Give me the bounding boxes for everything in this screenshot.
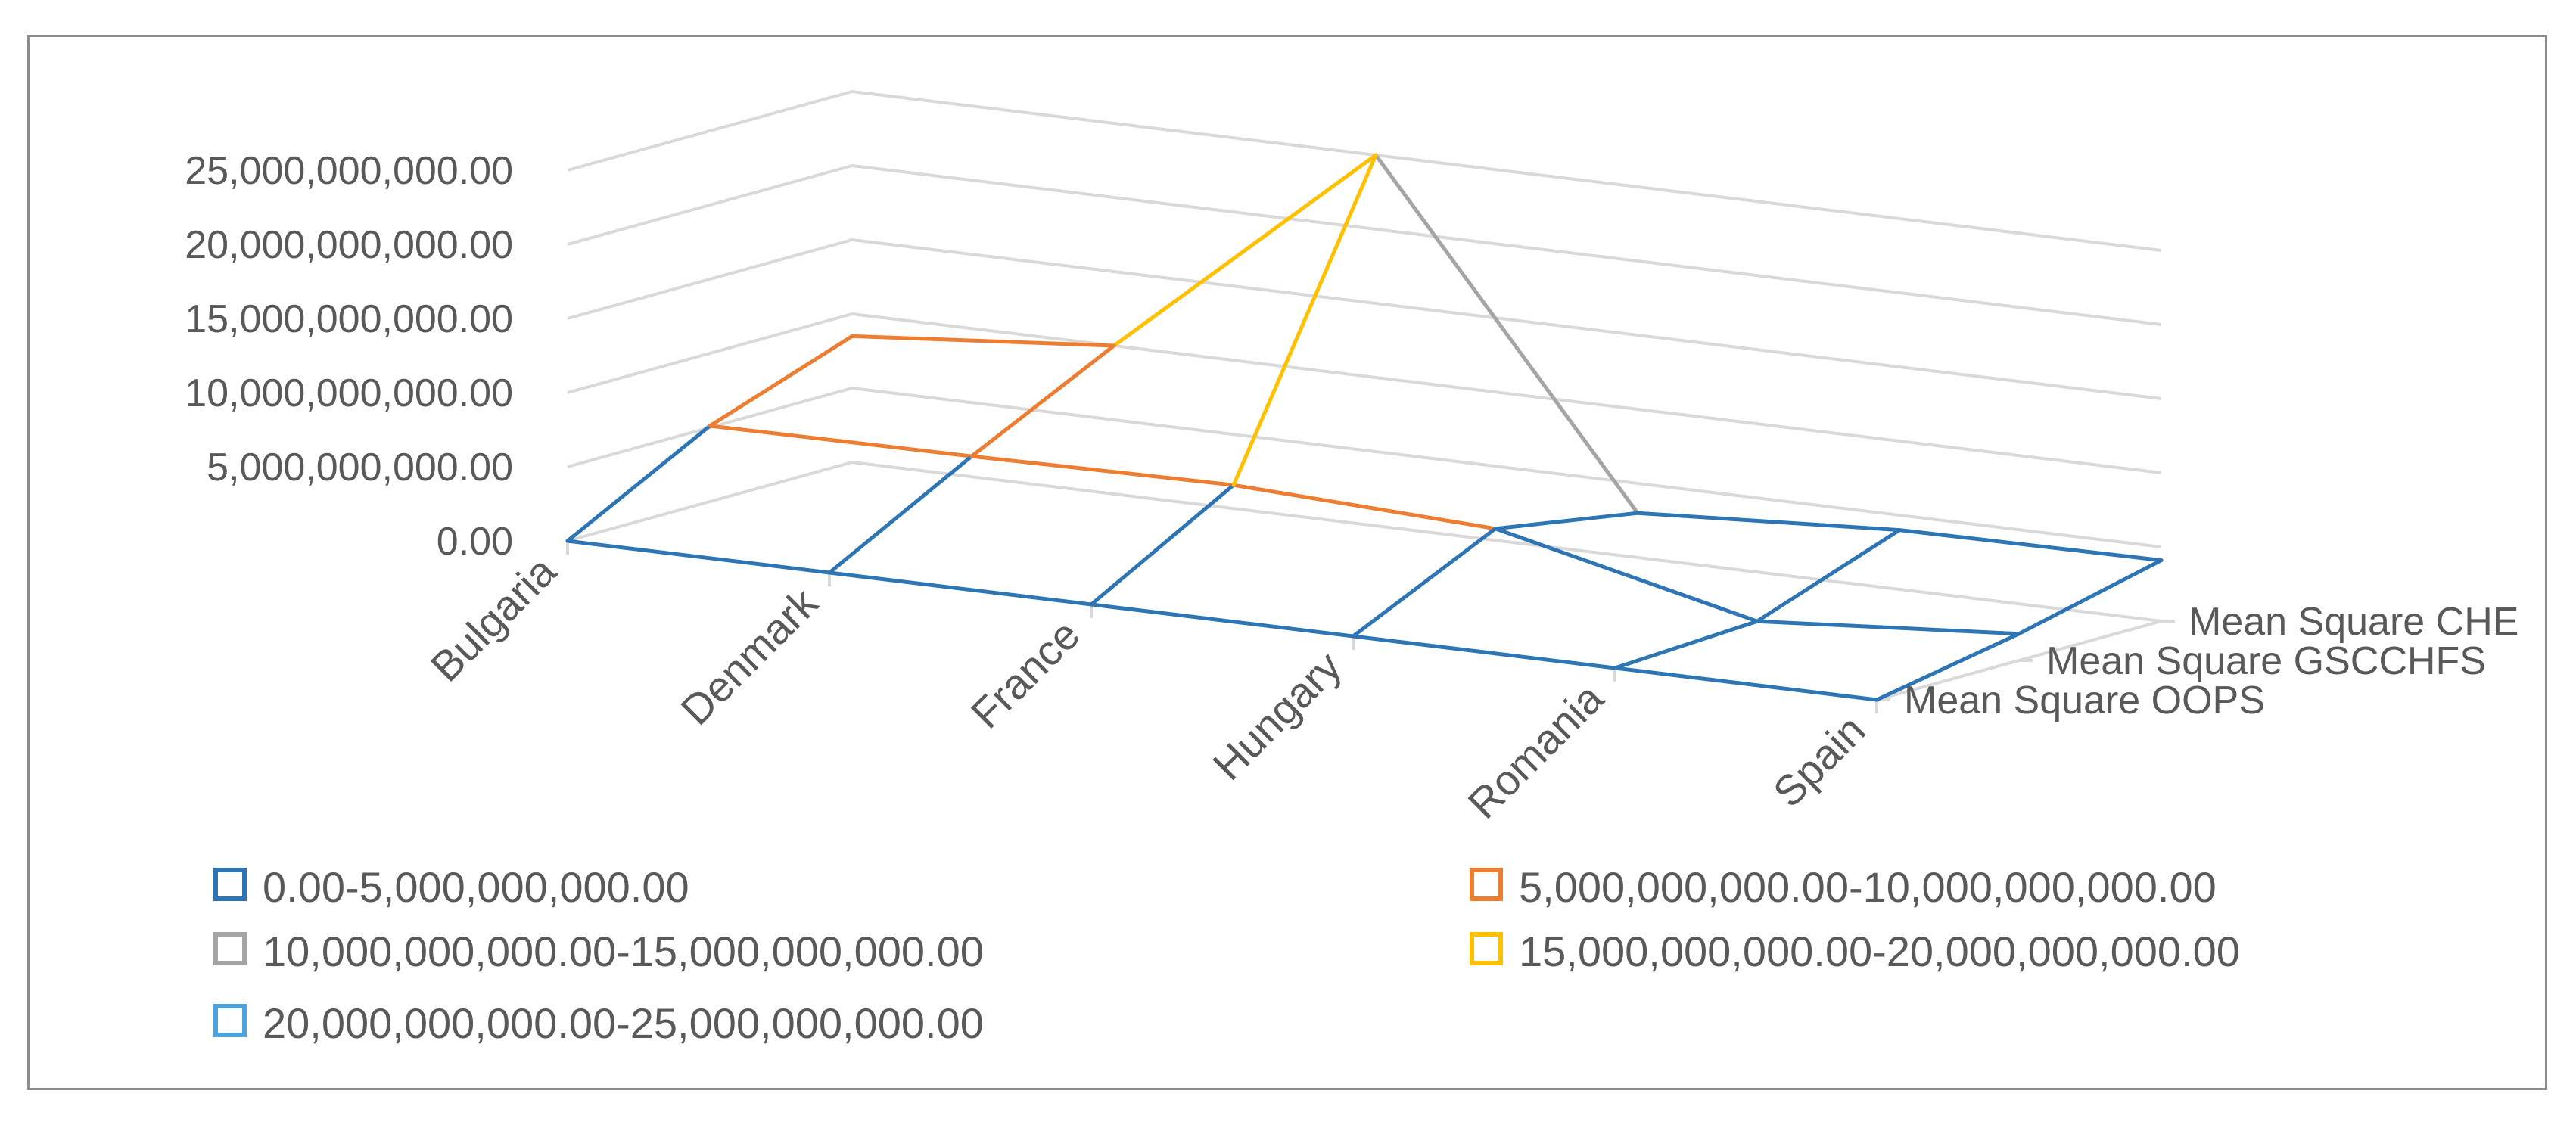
series-axis-label: Mean Square CHE: [2189, 600, 2518, 644]
y-tick-label: 0.00: [437, 520, 513, 564]
surface-line-category: [969, 343, 1116, 458]
surface-line-series: [1231, 483, 1498, 531]
legend-swatch: [213, 868, 247, 901]
surface-line-series: [850, 334, 1116, 348]
legend-label: 5,000,000,000.00-10,000,000,000.00: [1519, 863, 2217, 911]
legend-swatch: [213, 932, 247, 965]
surface-line-series: [1493, 527, 1759, 623]
y-tick-label: 20,000,000,000.00: [185, 223, 513, 267]
legend-swatch: [1470, 932, 1503, 965]
surface-line-series: [1635, 511, 1902, 533]
surface-line-series: [1374, 153, 1640, 515]
surface-line-category: [1089, 483, 1236, 607]
y-gridline: [567, 238, 2162, 400]
y-tick-label: 10,000,000,000.00: [185, 371, 513, 415]
surface-line-series: [1351, 634, 1617, 670]
surface-line-series: [1089, 602, 1355, 639]
surface-line-category: [1493, 511, 1640, 531]
y-gridline: [567, 89, 2162, 252]
x-tick-label: Bulgaria: [422, 546, 565, 690]
series-axis-label: Mean Square GSCCHFS: [2046, 639, 2486, 683]
y-tick-label: 15,000,000,000.00: [185, 297, 513, 341]
legend-label: 20,000,000,000.00-25,000,000,000.00: [263, 999, 984, 1047]
surface-line-category: [708, 334, 854, 428]
x-tick-label: Spain: [1764, 706, 1874, 816]
y-tick-label: 5,000,000,000.00: [207, 446, 513, 489]
legend-swatch: [213, 1004, 247, 1037]
surface-line-series: [1755, 619, 2021, 636]
legend-label: 15,000,000,000.00-20,000,000,000.00: [1519, 927, 2240, 975]
y-gridline: [567, 386, 2162, 548]
x-tick-label: Hungary: [1203, 642, 1350, 789]
y-tick-label: 25,000,000,000.00: [185, 149, 513, 193]
surface-line-series: [1112, 153, 1378, 348]
surface-line-series: [565, 539, 832, 575]
surface-line-series: [1613, 666, 1879, 702]
surface-line-series: [708, 424, 974, 458]
surface-line-category: [1613, 619, 1759, 670]
surface-line-series: [969, 454, 1236, 487]
surface-line-category: [1874, 632, 2021, 702]
y-gridline: [567, 163, 2162, 326]
y-gridline: [567, 312, 2162, 474]
x-tick-label: France: [962, 611, 1089, 738]
surface-line-category: [565, 424, 712, 543]
surface-line-series: [1897, 528, 2164, 563]
surface-line-category: [1351, 527, 1498, 639]
chart-frame: [27, 35, 2547, 1090]
surface-line-category: [1231, 153, 1378, 487]
x-tick-label: Denmark: [671, 578, 827, 734]
legend-label: 0.00-5,000,000,000.00: [263, 863, 689, 911]
y-gridline: [567, 460, 2162, 623]
x-tick-label: Romania: [1458, 673, 1613, 828]
surface-line-category: [1755, 528, 1902, 623]
surface-line-category: [827, 454, 974, 575]
legend-swatch: [1470, 868, 1503, 901]
series-axis-label: Mean Square OOPS: [1904, 679, 2265, 722]
legend-label: 10,000,000,000.00-15,000,000,000.00: [263, 927, 984, 975]
surface-line-series: [827, 570, 1094, 607]
surface-line-category: [2017, 558, 2164, 636]
